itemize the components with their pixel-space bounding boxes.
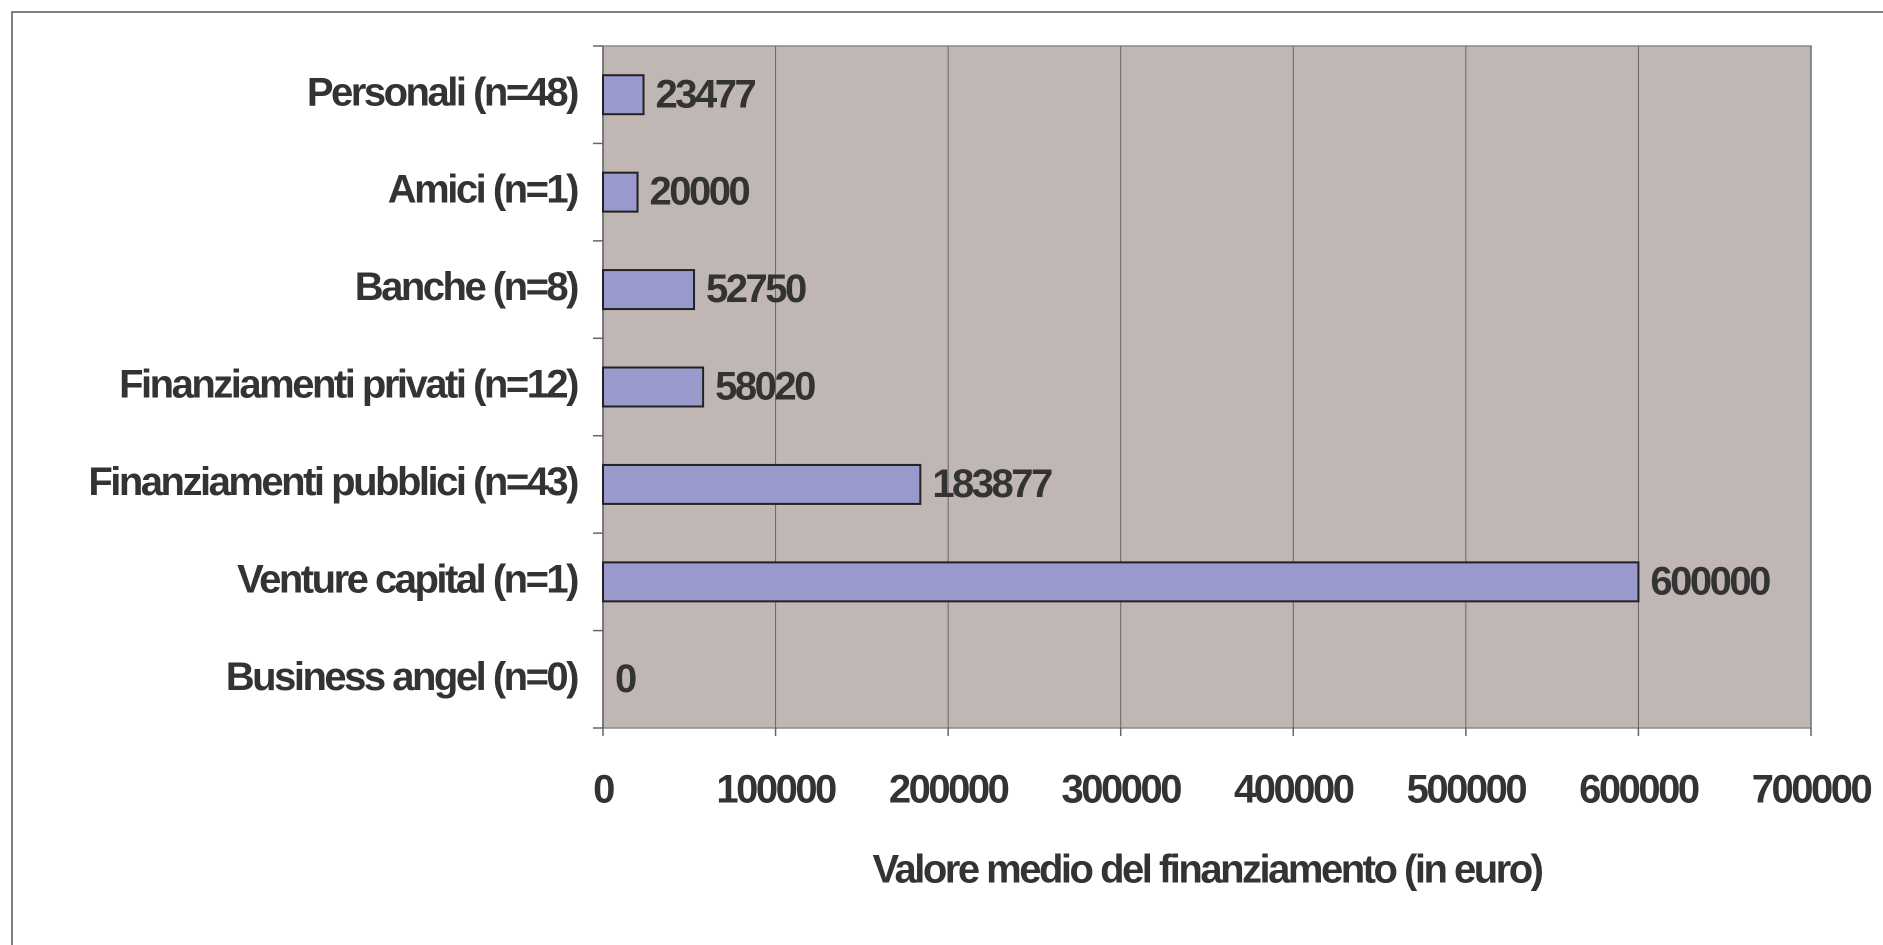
x-axis-label: Valore medio del finanziamento (in euro) (872, 848, 1542, 892)
data-label: 58020 (715, 365, 815, 409)
frame (11, 11, 1883, 945)
bar (602, 171, 639, 213)
x-tick-label: 500000 (1407, 768, 1527, 812)
bar (602, 366, 705, 408)
y-tick-label: Finanziamenti pubblici (n=43) (88, 460, 578, 504)
data-label: 600000 (1650, 559, 1770, 603)
x-tick-label: 200000 (889, 768, 1009, 812)
x-tick-label: 100000 (716, 768, 836, 812)
data-label: 52750 (706, 267, 806, 311)
bar (602, 463, 922, 505)
plot-area (602, 45, 1812, 729)
y-tick-label: Venture capital (n=1) (237, 557, 578, 601)
x-tick-label: 400000 (1234, 768, 1354, 812)
x-tick-label: 600000 (1579, 768, 1699, 812)
y-tick-label: Business angel (n=0) (226, 655, 578, 699)
bar (602, 269, 696, 311)
y-tick-label: Banche (n=8) (355, 265, 578, 309)
y-tick-label: Amici (n=1) (388, 168, 578, 212)
data-label: 0 (615, 657, 636, 701)
y-tick-label: Finanziamenti privati (n=12) (119, 363, 578, 407)
bar (602, 74, 645, 116)
data-label: 20000 (650, 170, 750, 214)
x-tick-label: 0 (593, 768, 614, 812)
y-tick-label: Personali (n=48) (307, 70, 578, 114)
data-label: 183877 (932, 462, 1052, 506)
x-tick-label: 300000 (1061, 768, 1181, 812)
data-label: 23477 (656, 72, 756, 116)
x-tick-label: 700000 (1752, 768, 1872, 812)
bar (602, 561, 1640, 603)
